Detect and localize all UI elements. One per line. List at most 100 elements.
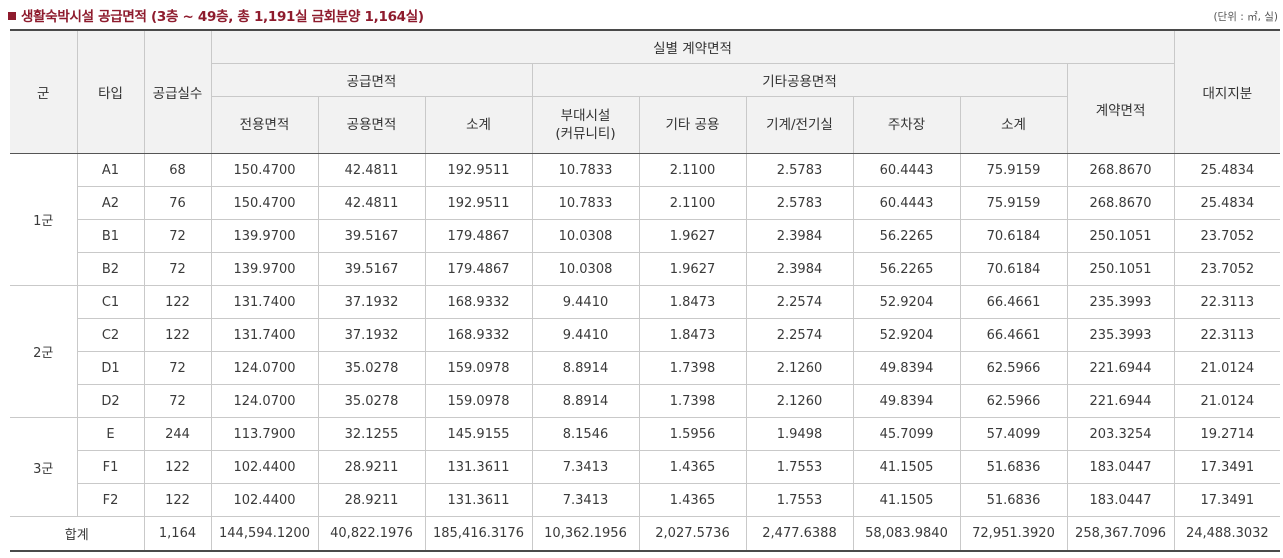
total-value-cell: 258,367.7096	[1066, 516, 1175, 552]
type-cell: C1	[76, 285, 145, 319]
value-cell: 1.4365	[638, 483, 747, 517]
total-value-cell: 58,083.9840	[852, 516, 961, 552]
value-cell: 8.1546	[531, 417, 640, 451]
value-cell: 1.8473	[638, 285, 747, 319]
value-cell: 49.8394	[852, 384, 961, 418]
value-cell: 70.6184	[959, 252, 1068, 286]
value-cell: 56.2265	[852, 252, 961, 286]
total-value-cell: 24,488.3032	[1173, 516, 1281, 552]
value-cell: 1.9627	[638, 219, 747, 253]
value-cell: 39.5167	[317, 252, 426, 286]
value-cell: 1.4365	[638, 450, 747, 484]
value-cell: 131.3611	[424, 483, 533, 517]
value-cell: 35.0278	[317, 351, 426, 385]
value-cell: 51.6836	[959, 483, 1068, 517]
header-amenity-line1: 부대시설	[560, 108, 611, 124]
value-cell: 17.3491	[1173, 483, 1281, 517]
value-cell: 168.9332	[424, 285, 533, 319]
type-cell: B2	[77, 252, 145, 286]
header-amenity: 부대시설 (커뮤니티)	[531, 96, 640, 154]
value-cell: 1.5956	[638, 417, 747, 451]
value-cell: 122	[143, 285, 212, 319]
total-value-cell: 72,951.3920	[959, 516, 1068, 552]
type-cell: F1	[77, 450, 145, 484]
table-body: 1군 A1 68 150.4700 42.4811 192.9511 10.7833 2.11…	[10, 153, 1281, 552]
value-cell: 22.3113	[1173, 285, 1281, 319]
value-cell: 139.9700	[210, 219, 319, 253]
type-cell: D1	[77, 351, 145, 385]
table-row: D2 72 124.0700 35.0278 159.0978 8.8914 1.7398 2…	[10, 384, 1281, 418]
table-row: C2 122 131.7400 37.1932 168.9332 9.4410 1.8473…	[10, 318, 1281, 352]
total-value-cell: 185,416.3176	[424, 516, 533, 552]
value-cell: 32.1255	[317, 417, 426, 451]
table-row: A2 76 150.4700 42.4811 192.9511 10.7833 2.1100…	[10, 186, 1281, 220]
value-cell: 39.5167	[317, 219, 426, 253]
total-value-cell: 2,027.5736	[638, 516, 747, 552]
value-cell: 42.4811	[317, 186, 426, 220]
value-cell: 159.0978	[424, 384, 533, 418]
value-cell: 10.7833	[531, 153, 640, 187]
value-cell: 2.5783	[745, 153, 854, 187]
group-cell: 1군	[10, 153, 78, 286]
table-row: F1 122 102.4400 28.9211 131.3611 7.3413 1.4365…	[10, 450, 1281, 484]
value-cell: 72	[143, 252, 212, 286]
value-cell: 51.6836	[959, 450, 1068, 484]
group-cell: 3군	[10, 417, 78, 517]
value-cell: 250.1051	[1066, 252, 1175, 286]
value-cell: 41.1505	[852, 483, 961, 517]
total-value-cell: 1,164	[143, 516, 212, 552]
type-cell: E	[76, 417, 145, 451]
value-cell: 1.9498	[745, 417, 854, 451]
value-cell: 7.3413	[531, 450, 640, 484]
value-cell: 60.4443	[852, 186, 961, 220]
value-cell: 183.0447	[1066, 483, 1175, 517]
value-cell: 52.9204	[852, 318, 961, 352]
header-other-common: 기타공용면적	[531, 63, 1068, 97]
value-cell: 179.4867	[424, 219, 533, 253]
value-cell: 268.8670	[1066, 186, 1175, 220]
value-cell: 113.7900	[210, 417, 319, 451]
value-cell: 21.0124	[1173, 384, 1281, 418]
value-cell: 124.0700	[210, 351, 319, 385]
value-cell: 122	[143, 483, 212, 517]
header-other-subtotal: 소계	[959, 96, 1067, 154]
type-cell: C2	[77, 318, 145, 352]
value-cell: 102.4400	[210, 450, 319, 484]
header-units: 공급실수	[143, 29, 212, 154]
value-cell: 139.9700	[210, 252, 319, 286]
header-amenity-line2: (커뮤니티)	[555, 126, 616, 142]
value-cell: 2.1260	[745, 351, 854, 385]
value-cell: 2.2574	[745, 285, 854, 319]
value-cell: 122	[143, 450, 212, 484]
value-cell: 203.3254	[1066, 417, 1175, 451]
value-cell: 244	[143, 417, 212, 451]
value-cell: 10.7833	[531, 186, 640, 220]
unit-note: (단위 : ㎡, 실)	[1213, 11, 1278, 23]
table-header: 군 타입 공급실수 실별 계약면적 대지지분 공급면적 기타공용면적 계약면적 …	[10, 29, 1281, 154]
value-cell: 145.9155	[424, 417, 533, 451]
value-cell: 35.0278	[317, 384, 426, 418]
table-title: 생활숙박시설 공급면적 (3층 ~ 49층, 총 1,191실 금회분양 1,1…	[8, 5, 424, 25]
header-mech-elec: 기계/전기실	[745, 96, 854, 154]
value-cell: 150.4700	[210, 153, 319, 187]
value-cell: 122	[143, 318, 212, 352]
value-cell: 268.8670	[1066, 153, 1175, 187]
value-cell: 179.4867	[424, 252, 533, 286]
value-cell: 23.7052	[1173, 252, 1281, 286]
header-contract-by-unit: 실별 계약면적	[210, 29, 1175, 64]
header-land-share: 대지지분	[1173, 29, 1281, 154]
table-row: 3군 E 244 113.7900 32.1255 145.9155 8.1546 1.595…	[10, 417, 1281, 517]
value-cell: 221.6944	[1066, 384, 1175, 418]
table-row: 2군 C1 122 131.7400 37.1932 168.9332 9.4410 1.84…	[10, 285, 1281, 418]
square-bullet-icon	[8, 12, 16, 20]
value-cell: 17.3491	[1173, 450, 1281, 484]
value-cell: 131.7400	[210, 318, 319, 352]
value-cell: 52.9204	[852, 285, 961, 319]
header-common: 공용면적	[317, 96, 426, 154]
value-cell: 235.3993	[1066, 285, 1175, 319]
header-supply-subtotal: 소계	[424, 96, 533, 154]
value-cell: 21.0124	[1173, 351, 1281, 385]
header-exclusive: 전용면적	[211, 96, 319, 154]
value-cell: 168.9332	[424, 318, 533, 352]
value-cell: 192.9511	[424, 153, 533, 187]
